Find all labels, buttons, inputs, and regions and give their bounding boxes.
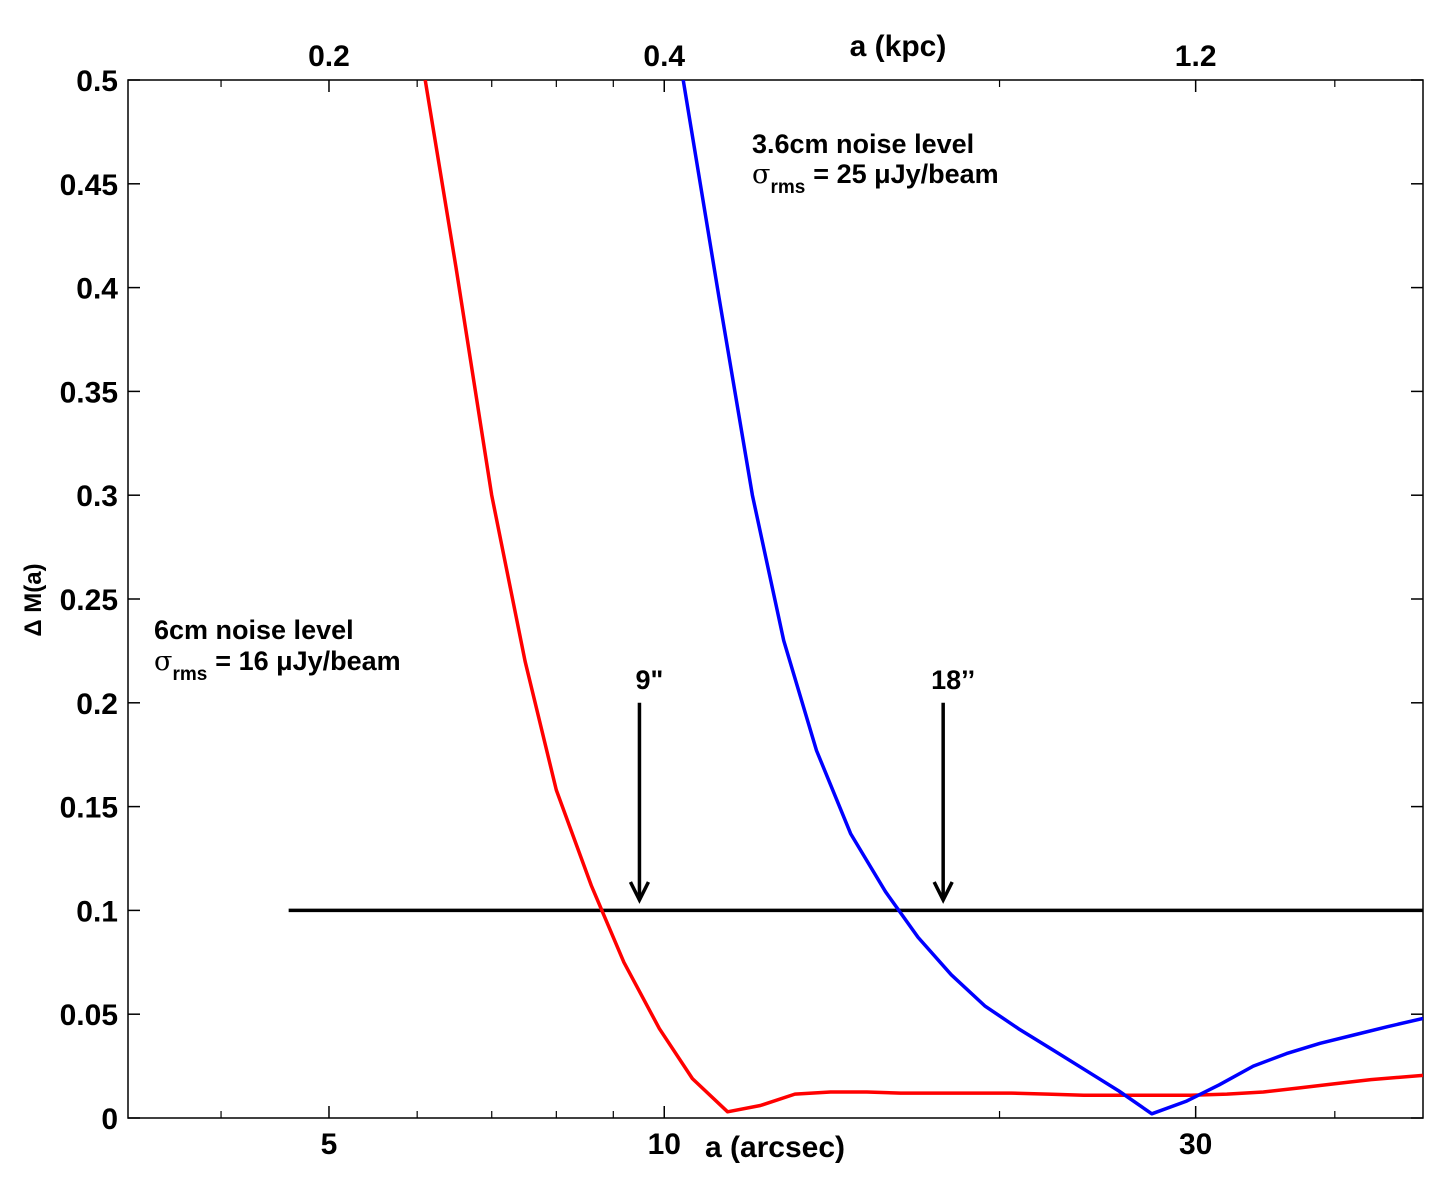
- y-tick-label: 0.3: [76, 480, 118, 513]
- annotation-label: 9": [636, 665, 664, 695]
- y-tick-label: 0.05: [60, 999, 118, 1032]
- annotation-label: 18’’: [931, 665, 975, 695]
- noise-6cm-sigma: σ: [154, 646, 172, 677]
- y-tick-label: 0.15: [60, 792, 118, 825]
- top-axis-label: a (kpc): [850, 30, 947, 63]
- noise-36cm-title: 3.6cm noise level: [752, 129, 974, 159]
- noise-6cm-rms: rms: [172, 664, 207, 685]
- y-tick-label: 0.5: [76, 65, 118, 98]
- series-line-6cm: [423, 80, 1423, 1114]
- y-tick-label: 0: [101, 1103, 118, 1136]
- axis-ticks: [128, 79, 1423, 1119]
- top-tick-label: 1.2: [1175, 40, 1217, 73]
- series-line-3.6cm: [681, 80, 1423, 1116]
- x-axis-label: a (arcsec): [705, 1131, 845, 1164]
- y-tick-label: 0.45: [60, 169, 118, 202]
- noise-36cm-rms: rms: [770, 177, 805, 198]
- annotation-arrow-head: [628, 881, 651, 904]
- y-tick-label: 0.4: [76, 273, 118, 306]
- x-tick-label: 10: [648, 1128, 681, 1161]
- y-tick-label: 0.25: [60, 584, 118, 617]
- noise-36cm-sigma-line: σrms = 25 μJy/beam: [752, 159, 999, 198]
- top-tick-label: 0.4: [643, 40, 685, 73]
- noise-36cm-sigma: σ: [752, 159, 770, 190]
- series-group: [288, 80, 1423, 1116]
- noise-6cm-title: 6cm noise level: [154, 615, 354, 645]
- annotation-arrow-head: [932, 881, 954, 904]
- axis-tick-labels: 0 0.05 0.1 0.15 0.2 0.25 0.3 0.35 0.4 0.45 0.5 5 10 3…: [60, 40, 1217, 1161]
- x-tick-label: 30: [1179, 1128, 1212, 1161]
- x-tick-label: 5: [321, 1128, 338, 1161]
- noise-6cm-sigma-line: σrms = 16 μJy/beam: [154, 646, 401, 685]
- y-tick-label: 0.35: [60, 376, 118, 409]
- noise-6cm-value: = 16 μJy/beam: [215, 646, 400, 676]
- top-tick-label: 0.2: [308, 40, 350, 73]
- y-tick-label: 0.1: [76, 895, 118, 928]
- y-tick-label: 0.2: [76, 688, 118, 721]
- y-axis-label: Δ M(a): [20, 563, 47, 636]
- annotations-group: 9" 18’’: [628, 665, 975, 904]
- noise-36cm-value: = 25 μJy/beam: [813, 159, 998, 189]
